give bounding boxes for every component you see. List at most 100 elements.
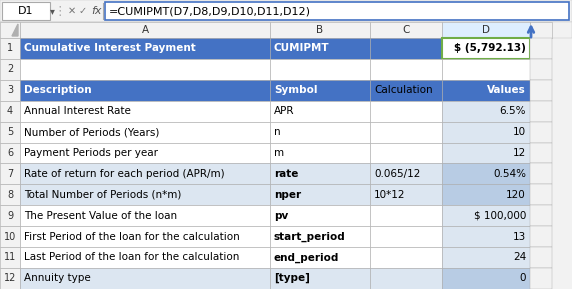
- Text: 8: 8: [7, 190, 13, 200]
- Bar: [270, 122, 370, 142]
- Bar: [530, 205, 552, 226]
- Bar: [20, 142, 270, 163]
- Bar: [105, 2, 569, 20]
- Bar: [442, 38, 530, 59]
- Text: 0.54%: 0.54%: [493, 169, 526, 179]
- Text: Description: Description: [24, 85, 92, 95]
- Polygon shape: [12, 24, 18, 36]
- Bar: [0, 268, 20, 289]
- Text: Annual Interest Rate: Annual Interest Rate: [24, 106, 131, 116]
- Bar: [270, 247, 370, 268]
- Text: =CUMIPMT(D7,D8,D9,D10,D11,D12): =CUMIPMT(D7,D8,D9,D10,D11,D12): [109, 6, 311, 16]
- Text: Symbol: Symbol: [274, 85, 317, 95]
- Text: The Present Value of the loan: The Present Value of the loan: [24, 211, 177, 221]
- Text: 5: 5: [7, 127, 13, 137]
- Text: 10*12: 10*12: [374, 190, 406, 200]
- Bar: [370, 38, 442, 59]
- Bar: [530, 38, 552, 59]
- Bar: [20, 80, 270, 101]
- Text: 12: 12: [513, 148, 526, 158]
- Bar: [370, 163, 442, 184]
- Text: Values: Values: [487, 85, 526, 95]
- Bar: [530, 142, 552, 163]
- Bar: [0, 226, 20, 247]
- Bar: [442, 205, 530, 226]
- Bar: [370, 184, 442, 205]
- Bar: [370, 226, 442, 247]
- Bar: [530, 22, 552, 38]
- Bar: [442, 226, 530, 247]
- Text: 9: 9: [7, 211, 13, 221]
- Text: CUMIPMT: CUMIPMT: [274, 43, 329, 53]
- Text: end_period: end_period: [274, 252, 339, 263]
- Bar: [442, 268, 530, 289]
- Bar: [442, 163, 530, 184]
- Bar: [0, 205, 20, 226]
- Bar: [0, 122, 20, 142]
- Text: Calculation: Calculation: [374, 85, 432, 95]
- Bar: [530, 80, 552, 101]
- Text: 0: 0: [519, 273, 526, 283]
- Bar: [270, 226, 370, 247]
- Bar: [270, 205, 370, 226]
- Text: D: D: [482, 25, 490, 35]
- Bar: [530, 247, 552, 268]
- Text: $ (5,792.13): $ (5,792.13): [454, 43, 526, 53]
- Bar: [530, 163, 552, 184]
- Text: Number of Periods (Years): Number of Periods (Years): [24, 127, 160, 137]
- Bar: [442, 80, 530, 101]
- Text: pv: pv: [274, 211, 288, 221]
- Bar: [20, 59, 270, 80]
- Text: A: A: [141, 25, 149, 35]
- Bar: [370, 101, 442, 122]
- Bar: [270, 268, 370, 289]
- Bar: [270, 184, 370, 205]
- Text: $ 100,000: $ 100,000: [474, 211, 526, 221]
- Bar: [530, 59, 552, 80]
- Text: ✓: ✓: [79, 6, 87, 16]
- Bar: [0, 142, 20, 163]
- Text: 6: 6: [7, 148, 13, 158]
- Bar: [2, 2, 50, 20]
- Bar: [530, 101, 552, 122]
- Bar: [20, 22, 270, 38]
- Text: First Period of the loan for the calculation: First Period of the loan for the calcula…: [24, 231, 240, 242]
- Bar: [20, 163, 270, 184]
- Bar: [370, 205, 442, 226]
- Bar: [370, 122, 442, 142]
- Bar: [442, 101, 530, 122]
- Text: 2: 2: [7, 64, 13, 74]
- Text: ⋮: ⋮: [54, 5, 66, 18]
- Text: [type]: [type]: [274, 273, 310, 284]
- Text: ✕: ✕: [68, 6, 76, 16]
- Text: 10: 10: [513, 127, 526, 137]
- Text: 10: 10: [4, 231, 16, 242]
- Bar: [0, 22, 20, 38]
- Bar: [442, 59, 530, 80]
- Bar: [530, 122, 552, 142]
- Bar: [442, 247, 530, 268]
- Bar: [442, 184, 530, 205]
- Bar: [0, 80, 20, 101]
- Bar: [20, 38, 270, 59]
- Text: 0.065/12: 0.065/12: [374, 169, 420, 179]
- Text: 11: 11: [4, 253, 16, 262]
- Bar: [270, 101, 370, 122]
- Bar: [370, 22, 442, 38]
- Bar: [20, 268, 270, 289]
- Text: B: B: [316, 25, 324, 35]
- Text: nper: nper: [274, 190, 301, 200]
- Text: fx: fx: [91, 6, 101, 16]
- Bar: [442, 142, 530, 163]
- Bar: [270, 59, 370, 80]
- Bar: [270, 80, 370, 101]
- Text: rate: rate: [274, 169, 299, 179]
- Bar: [270, 38, 370, 59]
- Bar: [370, 247, 442, 268]
- Bar: [530, 268, 552, 289]
- Text: 3: 3: [7, 85, 13, 95]
- Text: 13: 13: [513, 231, 526, 242]
- Bar: [20, 184, 270, 205]
- Bar: [370, 142, 442, 163]
- Bar: [370, 268, 442, 289]
